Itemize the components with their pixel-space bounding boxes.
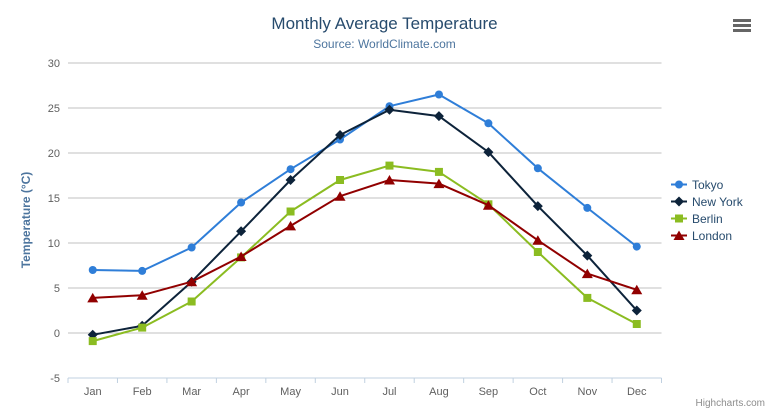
chart-subtitle: Source: WorldClimate.com <box>313 37 456 51</box>
y-tick-label: 25 <box>48 103 60 115</box>
series-marker-new-york[interactable] <box>236 226 247 237</box>
series-marker-london[interactable] <box>186 276 198 287</box>
series-marker-london[interactable] <box>87 292 99 303</box>
y-tick-label: 5 <box>54 283 60 295</box>
y-axis-title: Temperature (°C) <box>19 171 33 269</box>
series-marker-berlin[interactable] <box>583 293 592 302</box>
series-marker-london[interactable] <box>235 251 247 262</box>
x-tick-label: Aug <box>429 386 449 398</box>
legend: Tokyo New York Berlin London <box>671 176 743 244</box>
y-tick-label: 30 <box>48 58 60 70</box>
x-tick-label: Apr <box>233 386 250 398</box>
series-marker-berlin[interactable] <box>88 337 97 346</box>
x-tick-label: Mar <box>182 386 201 398</box>
series-marker-new-york[interactable] <box>433 111 444 122</box>
y-tick-label: -5 <box>50 373 60 385</box>
series-marker-tokyo[interactable] <box>583 203 592 212</box>
legend-label: Tokyo <box>692 177 724 192</box>
series-marker-new-york[interactable] <box>384 104 395 115</box>
series-marker-tokyo[interactable] <box>632 242 641 251</box>
legend-item-new-york[interactable]: New York <box>671 193 743 210</box>
series-marker-tokyo[interactable] <box>138 266 147 275</box>
series-marker-new-york[interactable] <box>335 130 346 140</box>
credits-link[interactable]: Highcharts.com <box>695 398 765 409</box>
triangle-marker-icon <box>671 230 687 240</box>
series-marker-new-york[interactable] <box>483 147 494 158</box>
series-marker-new-york[interactable] <box>285 175 296 185</box>
x-tick-label: Nov <box>578 386 598 398</box>
series-line-new-york[interactable] <box>91 108 638 336</box>
series-marker-tokyo[interactable] <box>286 165 295 174</box>
x-tick-label: Jan <box>84 386 102 398</box>
x-tick-label: Dec <box>627 386 647 398</box>
hamburger-menu-icon[interactable] <box>733 19 751 34</box>
legend-item-london[interactable]: London <box>671 227 743 244</box>
legend-label: London <box>692 228 733 243</box>
hamburger-bar <box>733 24 751 27</box>
series-marker-berlin[interactable] <box>632 320 641 328</box>
series-marker-london[interactable] <box>581 268 593 279</box>
series-marker-new-york[interactable] <box>532 201 543 212</box>
series-marker-london[interactable] <box>285 220 297 231</box>
series-marker-berlin[interactable] <box>286 207 295 216</box>
series-marker-tokyo[interactable] <box>434 90 443 99</box>
legend-item-berlin[interactable]: Berlin <box>671 210 743 227</box>
series-marker-tokyo[interactable] <box>484 119 493 128</box>
series-marker-london[interactable] <box>136 290 148 300</box>
y-tick-label: 20 <box>48 148 60 160</box>
x-tick-label: Sep <box>479 386 499 398</box>
series-line-berlin[interactable] <box>91 164 638 343</box>
legend-item-tokyo[interactable]: Tokyo <box>671 176 743 193</box>
series-marker-tokyo[interactable] <box>237 198 246 207</box>
series-marker-tokyo[interactable] <box>88 266 97 274</box>
x-tick-label: Oct <box>529 386 546 398</box>
x-tick-label: May <box>280 386 301 398</box>
hamburger-bar <box>733 29 751 32</box>
series-marker-london[interactable] <box>532 235 544 245</box>
x-tick-label: Jun <box>331 386 349 398</box>
series-marker-berlin[interactable] <box>533 248 542 256</box>
series-marker-london[interactable] <box>482 200 494 210</box>
circle-marker-icon <box>671 180 687 189</box>
series-marker-tokyo[interactable] <box>187 243 196 252</box>
legend-label: New York <box>692 194 743 209</box>
series-marker-berlin[interactable] <box>187 297 196 306</box>
legend-label: Berlin <box>692 211 723 226</box>
series-marker-berlin[interactable] <box>434 167 443 176</box>
square-marker-icon <box>671 214 687 223</box>
series-line-london[interactable] <box>91 179 638 299</box>
series-marker-new-york[interactable] <box>582 250 593 261</box>
y-tick-label: 15 <box>48 193 60 205</box>
hamburger-bar <box>733 19 751 22</box>
series-marker-london[interactable] <box>631 284 643 295</box>
series-marker-new-york[interactable] <box>631 305 642 316</box>
series-line-tokyo[interactable] <box>91 93 638 272</box>
series-marker-berlin[interactable] <box>385 161 394 170</box>
series-marker-berlin[interactable] <box>138 323 147 332</box>
chart-title: Monthly Average Temperature <box>271 14 498 33</box>
x-tick-label: Feb <box>133 386 152 398</box>
diamond-marker-icon <box>671 196 687 207</box>
series-marker-london[interactable] <box>334 191 346 201</box>
y-tick-label: 10 <box>48 238 60 250</box>
x-tick-label: Jul <box>382 386 396 398</box>
y-tick-label: 0 <box>54 328 60 340</box>
series-marker-london[interactable] <box>383 175 395 185</box>
series-marker-berlin[interactable] <box>336 176 345 184</box>
series-marker-tokyo[interactable] <box>533 164 542 173</box>
series-marker-london[interactable] <box>433 178 445 189</box>
